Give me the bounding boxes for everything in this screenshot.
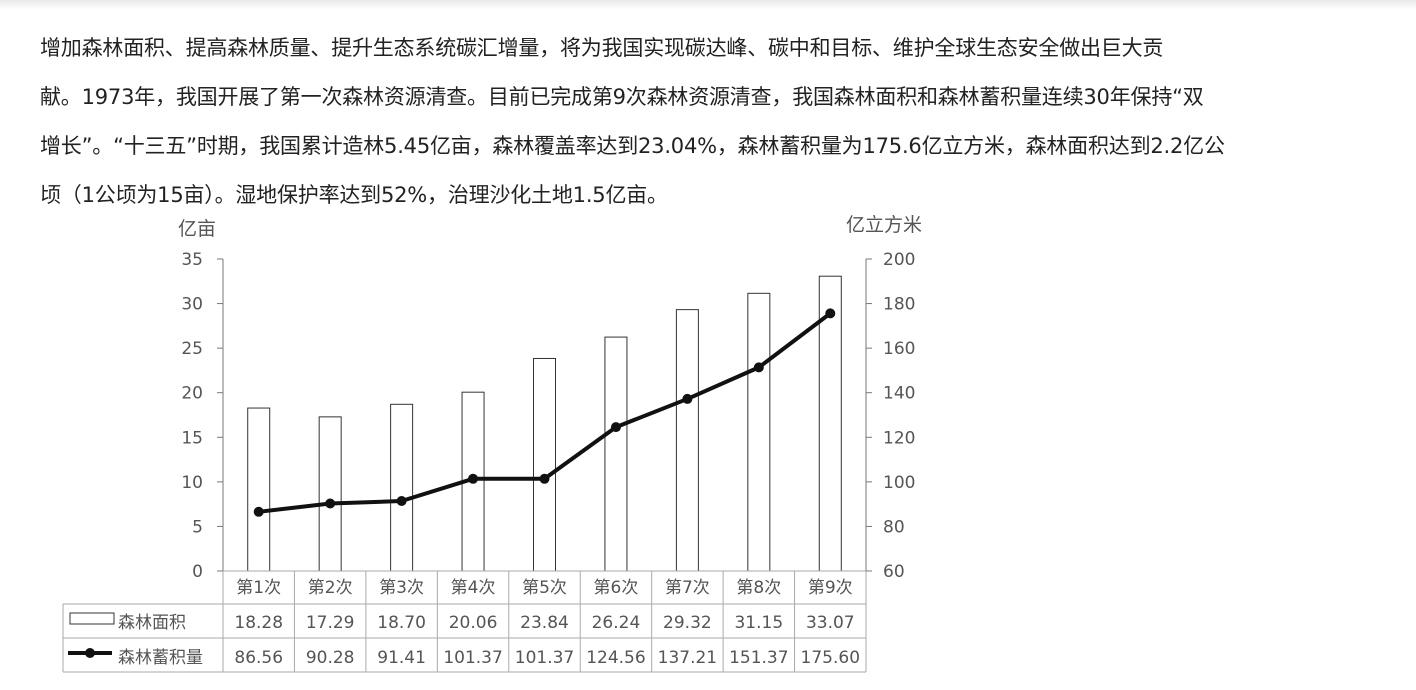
category-label: 第3次 <box>379 578 424 598</box>
area-value-label: 33.07 <box>806 613 855 633</box>
area-value-label: 17.29 <box>306 613 355 633</box>
right-axis-tick-label: 160 <box>883 339 915 359</box>
volume-value-label: 90.28 <box>306 648 355 668</box>
right-axis-tick-label: 180 <box>883 295 915 315</box>
left-axis-tick-label: 35 <box>181 250 203 270</box>
left-axis-tick-label: 20 <box>181 384 203 404</box>
legend-line-marker <box>85 648 95 658</box>
left-axis-tick-label: 5 <box>192 517 203 537</box>
right-axis-tick-label: 200 <box>883 250 915 270</box>
right-axis-tick-label: 60 <box>883 562 905 582</box>
legend-label-area: 森林面积 <box>118 613 186 633</box>
area-value-label: 18.28 <box>234 613 283 633</box>
area-bar <box>747 292 771 572</box>
category-label: 第5次 <box>522 578 567 598</box>
stock-volume-point <box>753 362 764 373</box>
volume-value-label: 124.56 <box>586 648 645 668</box>
volume-value-label: 101.37 <box>515 648 574 668</box>
stock-volume-point <box>468 473 479 484</box>
category-label: 第1次 <box>236 578 281 598</box>
stock-volume-point <box>825 308 836 319</box>
forest-chart: 亿亩 亿立方米 0 5 10 15 20 25 30 35 60 80 100 120 140 160 180 2… <box>62 214 922 673</box>
area-bar <box>675 309 699 572</box>
area-value-label: 18.70 <box>377 613 426 633</box>
category-label: 第6次 <box>594 578 639 598</box>
left-axis-tick-label: 25 <box>181 339 203 359</box>
top-shadow <box>0 0 1416 10</box>
passage-line: 顷（1公顷为15亩）。湿地保护率达到52%，治理沙化土地1.5亿亩。 <box>40 183 668 207</box>
area-bar <box>604 336 628 572</box>
category-label: 第4次 <box>451 578 496 598</box>
right-axis-tick-label: 100 <box>883 473 915 493</box>
stock-volume-point <box>253 506 264 517</box>
volume-value-label: 175.60 <box>801 648 860 668</box>
category-label: 第7次 <box>665 578 710 598</box>
left-axis-tick-label: 0 <box>192 562 203 582</box>
left-axis-tick-label: 30 <box>181 295 203 315</box>
area-value-label: 23.84 <box>520 613 569 633</box>
area-value-label: 31.15 <box>734 613 783 633</box>
volume-value-label: 101.37 <box>443 648 502 668</box>
category-label: 第2次 <box>308 578 353 598</box>
volume-value-label: 151.37 <box>729 648 788 668</box>
left-axis-tick-label: 15 <box>181 428 203 448</box>
passage-line: 献。1973年，我国开展了第一次森林资源清查。目前已完成第9次森林资源清查，我国… <box>40 85 1204 109</box>
legend-label-volume: 森林蓄积量 <box>118 648 203 668</box>
area-bar <box>390 403 414 572</box>
category-label: 第8次 <box>736 578 781 598</box>
area-value-label: 26.24 <box>592 613 641 633</box>
passage-text: 增加森林面积、提高森林质量、提升生态系统碳汇增量，将为我国实现碳达峰、碳中和目标… <box>40 24 1380 220</box>
left-axis-unit-label: 亿亩 <box>178 218 216 240</box>
area-bar <box>533 357 556 572</box>
right-axis-unit-label: 亿立方米 <box>846 214 922 236</box>
area-value-label: 20.06 <box>449 613 498 633</box>
volume-value-label: 137.21 <box>658 648 717 668</box>
stock-volume-point <box>682 393 693 404</box>
volume-value-label: 86.56 <box>234 648 283 668</box>
area-bar <box>247 407 271 572</box>
stock-volume-point <box>610 422 621 433</box>
legend-bar-key <box>69 612 115 625</box>
stock-volume-point <box>396 496 407 507</box>
volume-value-label: 91.41 <box>377 648 426 668</box>
right-axis-tick-label: 80 <box>883 517 905 537</box>
stock-volume-point <box>539 473 550 484</box>
passage-line: 增加森林面积、提高森林质量、提升生态系统碳汇增量，将为我国实现碳达峰、碳中和目标… <box>40 36 1164 60</box>
area-value-label: 29.32 <box>663 613 712 633</box>
stock-volume-point <box>325 498 336 509</box>
passage-line: 增长”。“十三五”时期，我国累计造林5.45亿亩，森林覆盖率达到23.04%，森… <box>40 134 1225 158</box>
right-axis-tick-label: 140 <box>883 384 915 404</box>
left-axis-tick-label: 10 <box>181 473 203 493</box>
area-bar <box>318 416 342 572</box>
right-axis-tick-label: 120 <box>883 428 915 448</box>
category-label: 第9次 <box>808 578 853 598</box>
